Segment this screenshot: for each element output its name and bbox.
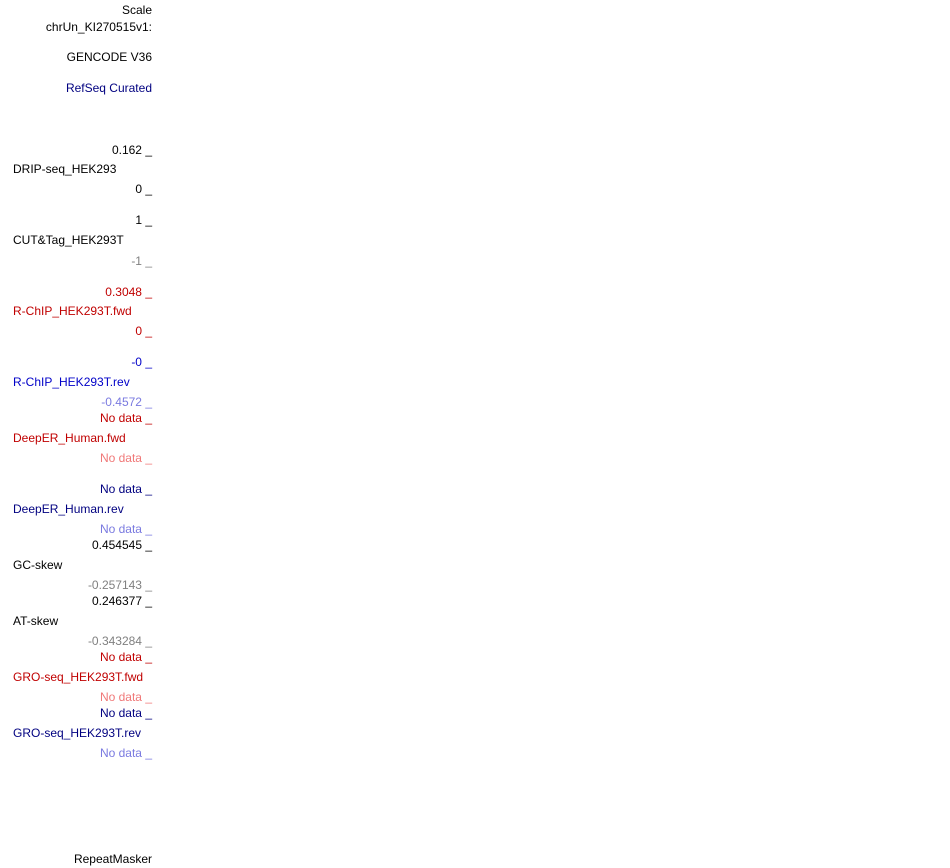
track-name[interactable]: R-ChIP_HEK293T.rev (13, 375, 130, 389)
track-label: No data _ (99, 411, 152, 425)
track-label: No data _ (99, 650, 152, 664)
track-label: 0 _ (135, 182, 152, 196)
track-label: RefSeq Curated (65, 81, 152, 95)
track-label: 0.454545 _ (91, 538, 152, 552)
track-label: No data _ (99, 451, 152, 465)
track-name[interactable]: R-ChIP_HEK293T.fwd (13, 304, 132, 318)
track-label: Scale (121, 3, 152, 17)
track-label: -1 _ (131, 254, 152, 268)
track-label: -0.343284 _ (87, 634, 152, 648)
track-name[interactable]: DRIP-seq_HEK293 (13, 162, 117, 176)
track-label: GENCODE V36 (66, 50, 152, 64)
track-label: No data _ (99, 522, 152, 536)
track-label: -0 _ (131, 355, 152, 369)
track-label: 0 _ (135, 324, 152, 338)
track-name[interactable]: GC-skew (13, 558, 63, 572)
track-name[interactable]: DeepER_Human.fwd (13, 431, 126, 445)
track-label: No data _ (99, 706, 152, 720)
track-label: 0.162 _ (111, 143, 152, 157)
track-label: -0.4572 _ (101, 395, 152, 409)
track-label: 0.246377 _ (91, 594, 152, 608)
track-name[interactable]: GRO-seq_HEK293T.fwd (13, 670, 144, 684)
track-name[interactable]: GRO-seq_HEK293T.rev (13, 726, 142, 740)
track-label: 0.3048 _ (105, 285, 152, 299)
track-name[interactable]: AT-skew (13, 614, 59, 628)
track-name[interactable]: DeepER_Human.rev (13, 502, 124, 516)
track-label: No data _ (99, 482, 152, 496)
track-label: 1 _ (135, 213, 152, 227)
track-label: No data _ (99, 690, 152, 704)
track-name[interactable]: CUT&Tag_HEK293T (13, 233, 124, 247)
track-label: -0.257143 _ (87, 578, 152, 592)
track-label: No data _ (99, 746, 152, 760)
track-label: RepeatMasker (73, 852, 152, 866)
track-label: chrUn_KI270515v1: (45, 20, 152, 34)
